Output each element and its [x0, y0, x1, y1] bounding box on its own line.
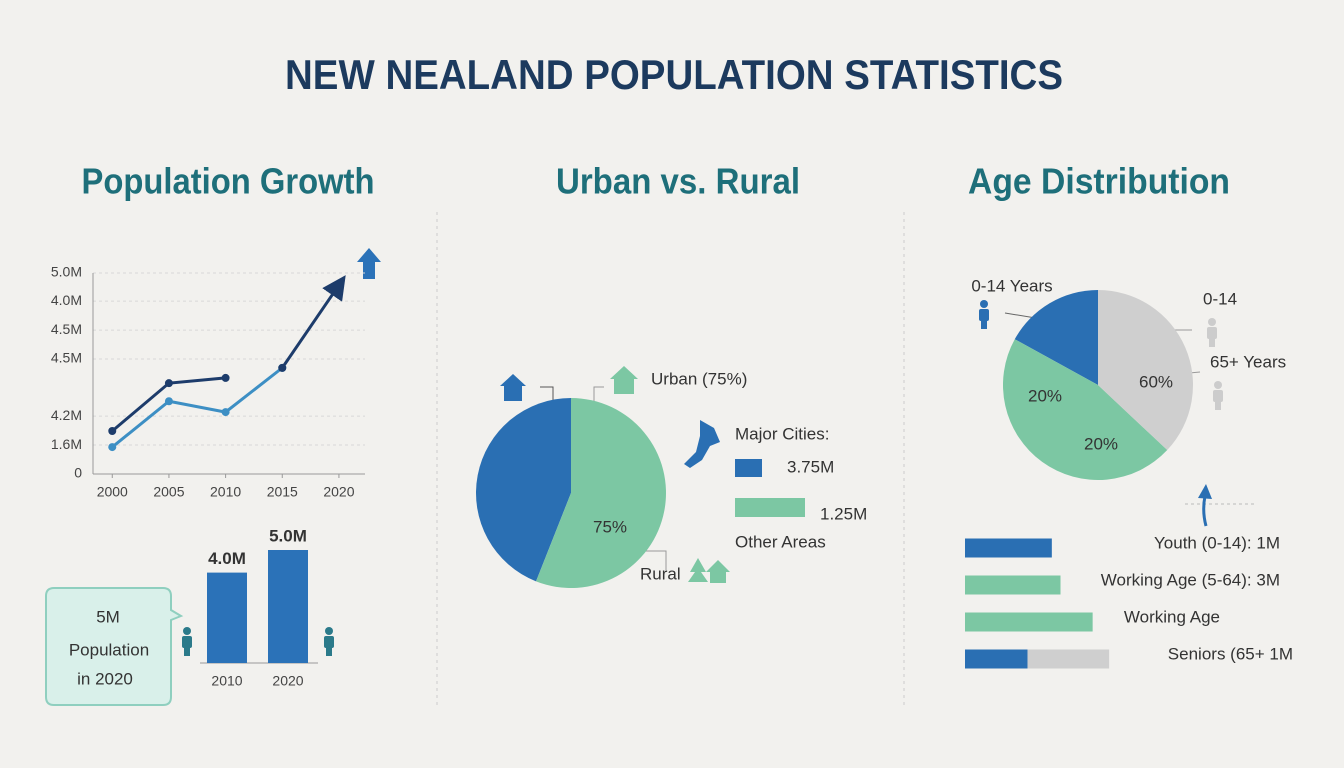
pie-slice [1014, 290, 1098, 385]
person-icon [1207, 318, 1217, 347]
pie-slice [536, 398, 666, 588]
x-tick-label: 2010 [210, 484, 241, 500]
y-tick-label: 4.0M [51, 292, 82, 308]
bar-segment [965, 612, 1093, 632]
point [164, 397, 173, 406]
point [221, 373, 230, 382]
bar [268, 550, 308, 663]
legend-swatch [735, 459, 762, 477]
x-tick-label: 2015 [267, 484, 298, 500]
annotation: 60% [1139, 372, 1173, 391]
pie-slice [1098, 290, 1194, 451]
callout-text: in 2020 [77, 669, 133, 688]
pie-slice [1002, 339, 1168, 481]
callout-box [45, 587, 184, 706]
legend-footer: Other Areas [735, 532, 826, 551]
section-title: Age Distribution [968, 161, 1230, 202]
section-title: Population Growth [82, 161, 375, 202]
house-icon [610, 366, 638, 394]
person-icon [979, 300, 989, 329]
y-tick-label: 5.0M [51, 264, 82, 280]
annotation: 65+ Years [1210, 352, 1286, 371]
legend-title: Major Cities: [735, 424, 829, 443]
callout-text: Population [69, 640, 149, 659]
annotation: 0-14 [1203, 289, 1237, 308]
x-tick-label: 2000 [97, 484, 128, 500]
pie-slice [475, 398, 571, 582]
annotation: 75% [593, 517, 627, 536]
point [164, 379, 173, 388]
x-tick-label: 2010 [211, 673, 242, 689]
y-tick-label: 1.6M [51, 436, 82, 452]
arrow [1202, 495, 1208, 527]
annotation: 20% [1028, 386, 1062, 405]
bar-segment [1027, 649, 1110, 669]
value-label: 4.0M [208, 549, 246, 568]
person-icon [324, 627, 334, 656]
tree-icon [688, 558, 730, 583]
bar-label: Working Age (5-64): 3M [1101, 570, 1280, 589]
y-tick-label: 4.5M [51, 321, 82, 337]
bar-segment [965, 538, 1052, 558]
value-label: 5.0M [269, 526, 307, 545]
x-tick-label: 2020 [272, 673, 303, 689]
y-tick-label: 0 [74, 465, 82, 481]
x-tick-label: 2020 [323, 484, 354, 500]
y-tick-label: 4.5M [51, 350, 82, 366]
y-tick-label: 4.2M [51, 407, 82, 423]
line-series [111, 366, 284, 449]
annotation: Rural [640, 564, 681, 583]
bar-segment [965, 649, 1028, 669]
point [108, 443, 117, 452]
person-icon [182, 627, 192, 656]
point [108, 426, 117, 435]
arrow-head [1198, 484, 1212, 499]
section-title: Urban vs. Rural [556, 161, 800, 202]
annotation: 0-14 Years [971, 276, 1052, 295]
bar-label: Seniors (65+ 1M [1168, 644, 1293, 663]
bar [207, 572, 247, 663]
x-tick-label: 2005 [153, 484, 184, 500]
up-arrow-icon [357, 248, 381, 279]
person-icon [1213, 381, 1223, 410]
annotation: Urban (75%) [651, 369, 747, 388]
bar-label: Working Age [1124, 607, 1220, 626]
bar-label: Youth (0-14): 1M [1154, 533, 1280, 552]
house-icon [500, 374, 526, 401]
line-series [281, 275, 346, 369]
annotation: 20% [1084, 434, 1118, 453]
point [278, 363, 287, 372]
callout-text: 5M [96, 607, 120, 626]
legend-label: 3.75M [787, 457, 834, 476]
page-title: NEW NEALAND POPULATION STATISTICS [285, 51, 1063, 98]
legend-label: 1.25M [820, 504, 867, 523]
point [221, 408, 230, 417]
bar-segment [965, 575, 1061, 595]
map-icon [684, 420, 720, 468]
legend-swatch [735, 498, 805, 517]
